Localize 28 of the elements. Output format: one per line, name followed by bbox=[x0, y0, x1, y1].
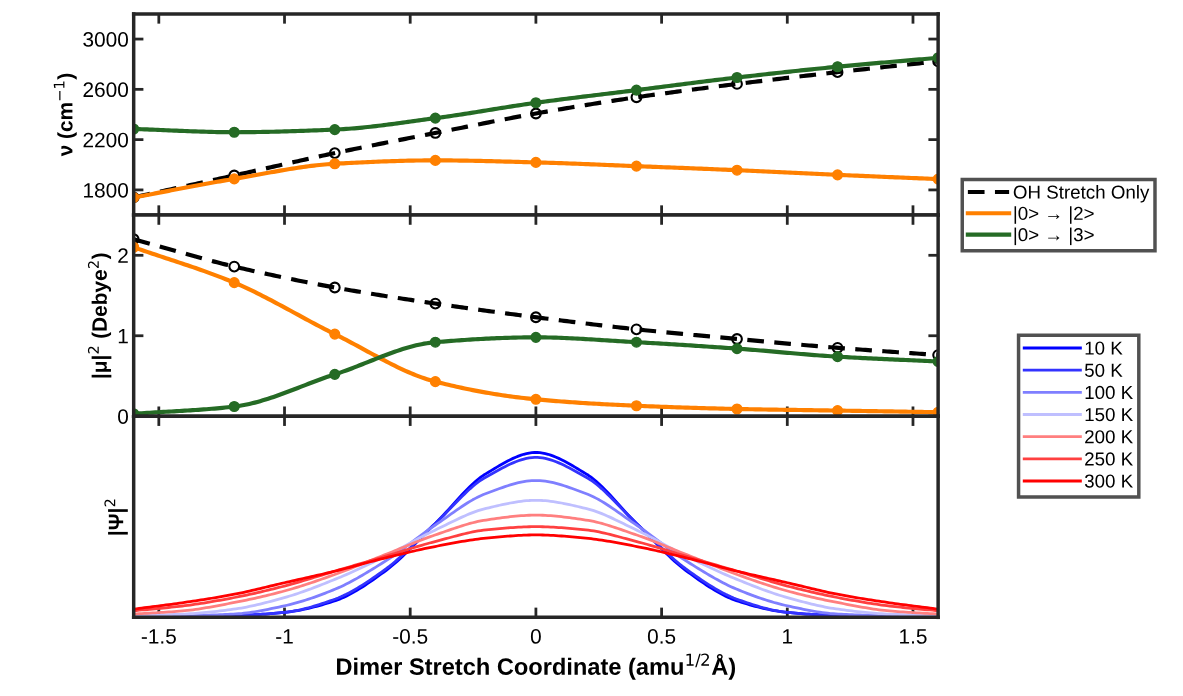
y-tick-label: 1 bbox=[118, 328, 128, 344]
x-tick-label: -0.5 bbox=[393, 629, 428, 644]
x-tick-label: 0.5 bbox=[647, 629, 676, 644]
y-tick-label: 2600 bbox=[83, 82, 129, 98]
legend-label: 150 K bbox=[1085, 407, 1133, 422]
legend-label: 250 K bbox=[1085, 452, 1133, 466]
legend-label: 200 K bbox=[1085, 430, 1133, 444]
x-tick-label: 0 bbox=[530, 629, 541, 644]
y-axis-title: ν (cm$^{−1}$) bbox=[53, 73, 77, 157]
y-tick-label: 1800 bbox=[84, 182, 129, 198]
legend-label: 100 K bbox=[1085, 385, 1133, 400]
x-tick-label: 1 bbox=[783, 629, 793, 644]
y-tick-label: 0 bbox=[118, 409, 128, 424]
y-axis-title: |Ψ|$^{2}$ bbox=[104, 499, 128, 535]
legend-label: 50 K bbox=[1084, 363, 1123, 377]
legend-label: |0> → |3> bbox=[1014, 227, 1094, 246]
x-axis-title: Dimer Stretch Coordinate (amu$^{1/2}$Å) bbox=[337, 653, 736, 680]
y-axis-title: |μ|$^{2}$ (Debye$^{2}$) bbox=[87, 253, 112, 378]
y-tick-label: 3000 bbox=[83, 32, 129, 47]
x-tick-label: -1 bbox=[276, 629, 293, 644]
legend-label: 10 K bbox=[1085, 341, 1123, 355]
y-tick-label: 2200 bbox=[83, 132, 129, 148]
x-tick-label: -1.5 bbox=[141, 629, 176, 644]
legend-label: 300 K bbox=[1084, 474, 1133, 488]
x-tick-label: 1.5 bbox=[900, 629, 927, 644]
y-tick-label: 2 bbox=[118, 248, 128, 263]
legend-label: OH Stretch Only bbox=[1013, 185, 1150, 203]
legend-label: |0> → |2> bbox=[1014, 206, 1094, 224]
